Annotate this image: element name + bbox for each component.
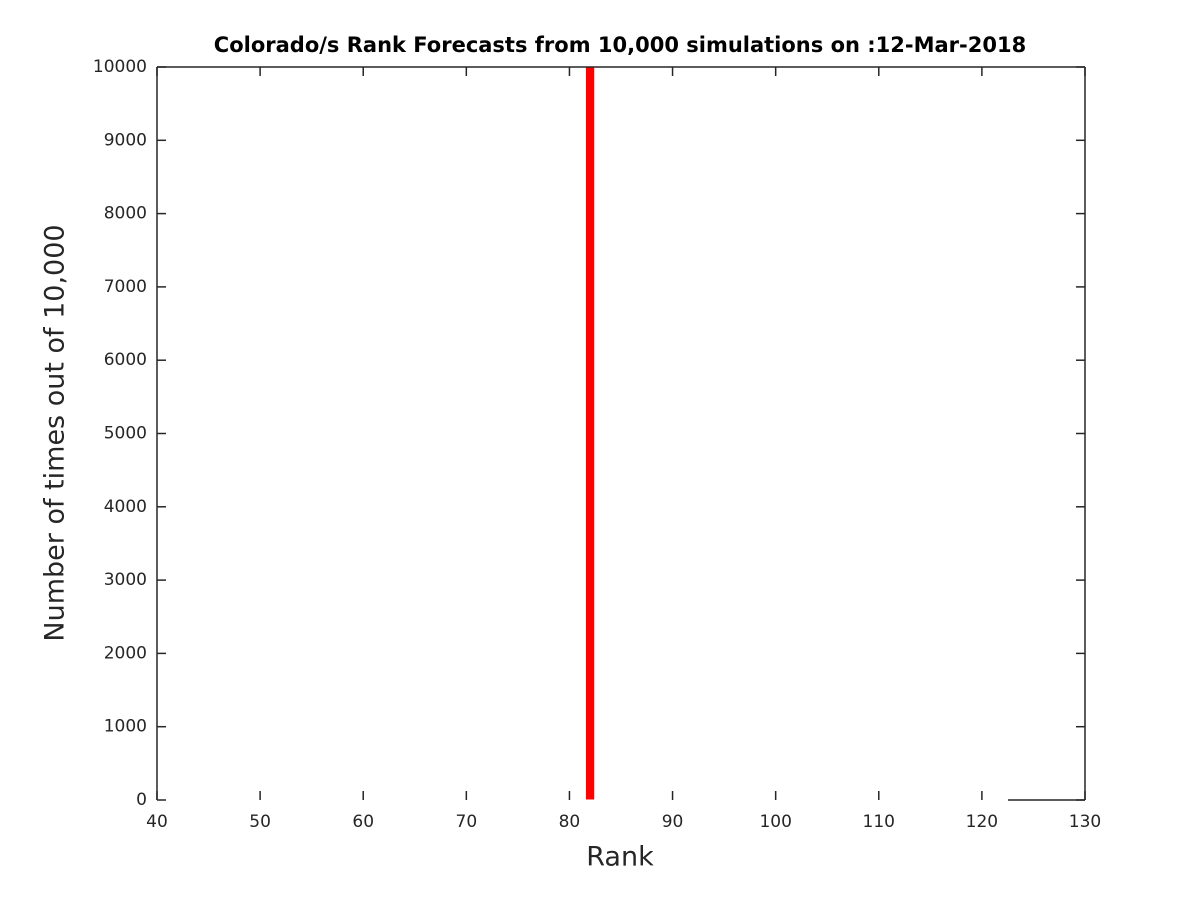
y-tick-label: 8000 [104, 204, 147, 224]
y-tick-label: 7000 [104, 277, 147, 297]
x-tick-label: 80 [559, 812, 581, 832]
y-tick-label: 4000 [104, 497, 147, 517]
chart-title: Colorado/s Rank Forecasts from 10,000 si… [214, 33, 1026, 57]
x-tick-label: 130 [1069, 812, 1101, 832]
x-tick-label: 70 [456, 812, 478, 832]
x-tick-label: 40 [146, 812, 168, 832]
y-tick-label: 6000 [104, 350, 147, 370]
x-tick-label: 100 [759, 812, 791, 832]
y-tick-label: 2000 [104, 643, 147, 663]
y-tick-label: 10000 [93, 57, 147, 77]
x-tick-label: 50 [249, 812, 271, 832]
x-tick-label: 120 [966, 812, 998, 832]
y-tick-label: 9000 [104, 130, 147, 150]
y-tick-label: 1000 [104, 717, 147, 737]
x-tick-label: 90 [662, 812, 684, 832]
bar [584, 66, 596, 801]
x-tick-label: 60 [352, 812, 374, 832]
y-axis-label: Number of times out of 10,000 [40, 224, 71, 641]
y-tick-label: 0 [136, 790, 147, 810]
x-axis-label: Rank [586, 842, 654, 873]
x-tick-label: 110 [863, 812, 895, 832]
y-tick-label: 3000 [104, 570, 147, 590]
y-tick-label: 5000 [104, 424, 147, 444]
